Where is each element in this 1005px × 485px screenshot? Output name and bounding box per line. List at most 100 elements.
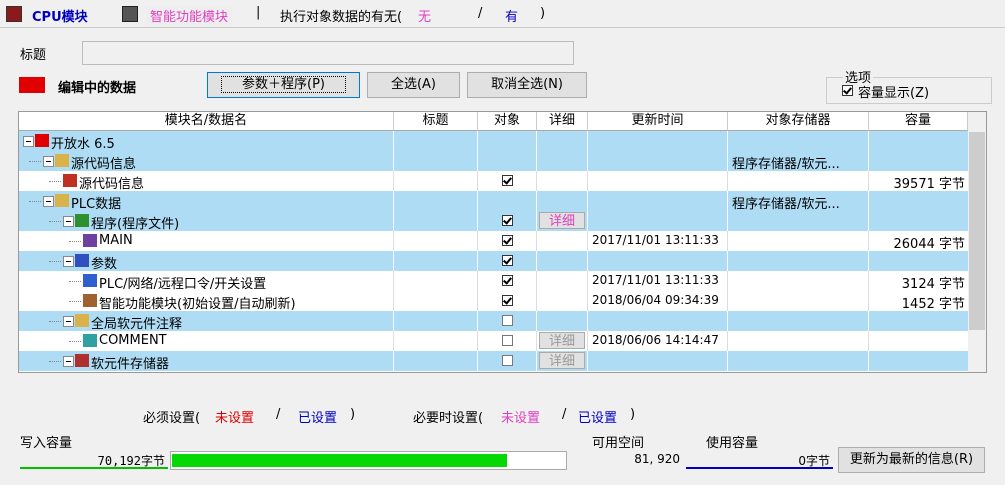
data-name: 程序(程序文件) — [91, 217, 180, 232]
progress-fill — [172, 454, 508, 467]
detail-button[interactable]: 详细 — [539, 332, 585, 349]
target-checkbox[interactable] — [502, 315, 513, 326]
column-header[interactable]: 模块名/数据名 — [19, 112, 394, 131]
cell-border — [727, 211, 728, 231]
tab-cpu[interactable]: CPU模块 — [32, 10, 88, 25]
options-legend: 选项 — [843, 67, 874, 86]
tree-icon — [75, 314, 89, 327]
expand-box[interactable] — [63, 316, 74, 327]
cell-border — [477, 151, 478, 171]
select-all-button[interactable]: 全选(A) — [367, 72, 460, 98]
status-slash: / — [478, 6, 483, 21]
target-checkbox[interactable] — [502, 235, 513, 246]
cpu-icon — [6, 6, 22, 22]
capacity-checkbox[interactable] — [842, 85, 853, 96]
free-label: 可用空间 — [592, 436, 645, 451]
cell-border — [587, 171, 588, 191]
title-label: 标题 — [20, 48, 47, 63]
status-label: 执行对象数据的有无( — [280, 10, 403, 25]
target-checkbox[interactable] — [502, 335, 513, 346]
legend-required-set: 已设置 — [298, 411, 338, 426]
tree-icon — [55, 194, 69, 207]
cell-border — [393, 291, 394, 311]
cell-border — [477, 211, 478, 231]
expand-minus — [66, 321, 71, 322]
refresh-button[interactable]: 更新为最新的信息(R) — [838, 447, 985, 473]
expand-minus — [66, 261, 71, 262]
expand-minus — [66, 221, 71, 222]
title-input[interactable] — [82, 41, 574, 65]
target-checkbox[interactable] — [502, 175, 513, 186]
column-header[interactable]: 更新时间 — [588, 112, 728, 131]
expand-box[interactable] — [63, 216, 74, 227]
cell-border — [393, 211, 394, 231]
cell-border — [727, 351, 728, 371]
table-row[interactable]: COMMENT 详细 2018/06/06 14:14:47 — [19, 331, 968, 351]
tree-icon — [83, 294, 97, 307]
column-header[interactable]: 容量 — [869, 112, 968, 131]
table-row[interactable]: 程序(程序文件) 详细 — [19, 211, 968, 232]
column-header[interactable]: 对象 — [478, 112, 537, 131]
cell-border — [868, 351, 869, 371]
table-row[interactable]: 全局软元件注释 — [19, 311, 968, 332]
target-checkbox[interactable] — [502, 355, 513, 366]
cell-border — [587, 131, 588, 151]
legend-required-unset: 未设置 — [215, 411, 255, 426]
tree-icon — [75, 354, 89, 367]
table-row[interactable]: 源代码信息 程序存储器/软元... — [19, 151, 968, 172]
legend-close: ) — [350, 407, 356, 422]
expand-box[interactable] — [63, 356, 74, 367]
cell-border — [727, 331, 728, 351]
params-button[interactable]: 参数＋程序(P) — [207, 72, 360, 98]
expand-box[interactable] — [43, 196, 54, 207]
target-memory: 程序存储器/软元... — [732, 197, 840, 212]
detail-button[interactable]: 详细 — [539, 212, 585, 229]
table-row[interactable]: 开放水 6.5 — [19, 131, 968, 152]
progress-bar — [170, 451, 567, 470]
table-row[interactable]: PLC数据 程序存储器/软元... — [19, 191, 968, 212]
expand-box[interactable] — [63, 256, 74, 267]
target-checkbox[interactable] — [502, 275, 513, 286]
capacity: 3124 字节 — [901, 277, 965, 292]
capacity-display-label[interactable]: 容量显示(Z) — [858, 86, 930, 101]
cell-border — [477, 171, 478, 191]
deselect-all-button[interactable]: 取消全选(N) — [467, 72, 587, 98]
data-name: 全局软元件注释 — [91, 317, 183, 332]
table-row[interactable]: 源代码信息 39571 字节 — [19, 171, 968, 192]
cell-border — [868, 271, 869, 291]
capacity: 39571 字节 — [893, 177, 966, 192]
cell-border — [868, 151, 869, 171]
detail-button[interactable]: 详细 — [539, 352, 585, 369]
tree-line — [69, 281, 81, 282]
expand-box[interactable] — [23, 136, 34, 147]
cell-border — [393, 251, 394, 271]
status-close: ) — [540, 6, 546, 21]
expand-minus — [26, 141, 31, 142]
cell-border — [536, 311, 537, 331]
target-checkbox[interactable] — [502, 215, 513, 226]
table-row[interactable]: PLC/网络/远程口令/开关设置 2017/11/01 13:11:33 3124 … — [19, 271, 968, 292]
data-name: PLC数据 — [71, 197, 122, 212]
tree-line — [69, 341, 81, 342]
cell-border — [477, 231, 478, 251]
legend-optional-set: 已设置 — [578, 411, 618, 426]
cell-border — [393, 131, 394, 151]
expand-box[interactable] — [43, 156, 54, 167]
data-name: 软元件存储器 — [91, 357, 170, 372]
table-row[interactable]: 参数 — [19, 251, 968, 272]
table-row[interactable]: 软元件存储器 详细 — [19, 351, 968, 372]
target-checkbox[interactable] — [502, 255, 513, 266]
tree-line — [49, 181, 61, 182]
table-row[interactable]: 智能功能模块(初始设置/自动刷新) 2018/06/04 09:34:39 1452… — [19, 291, 968, 312]
target-checkbox[interactable] — [502, 295, 513, 306]
cell-border — [727, 171, 728, 191]
tab-intelligent[interactable]: 智能功能模块 — [146, 6, 233, 25]
column-header[interactable]: 对象存储器 — [728, 112, 869, 131]
table-row[interactable]: MAIN 2017/11/01 13:11:33 26044 字节 — [19, 231, 968, 252]
status-present: 有 — [505, 10, 519, 25]
cell-border — [393, 191, 394, 211]
column-header[interactable]: 标题 — [394, 112, 478, 131]
column-header[interactable]: 详细 — [537, 112, 588, 131]
button-text: 参数＋程序(P) — [221, 76, 346, 93]
tree-icon — [75, 214, 89, 227]
